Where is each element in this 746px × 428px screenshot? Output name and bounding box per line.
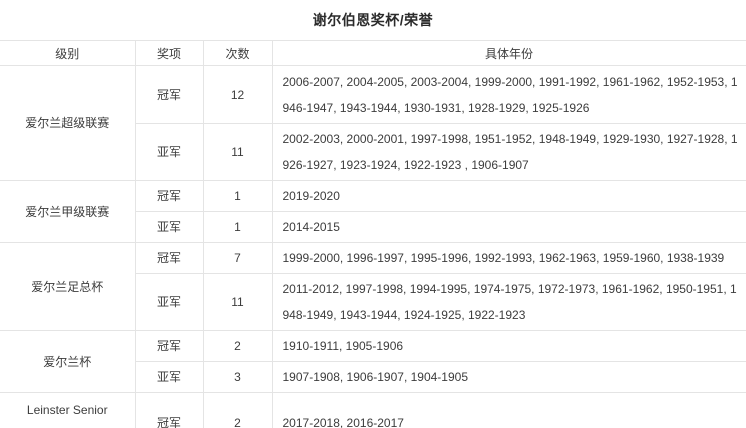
count-cell: 11	[202, 273, 273, 331]
table-row: 爱尔兰杯 冠军 2 1910-1911, 1905-1906	[0, 330, 746, 393]
award-cell: 冠军	[134, 242, 204, 274]
years-cell: 2017-2018, 2016-2017	[271, 392, 746, 428]
award-cell: 冠军	[134, 392, 204, 428]
years-cell: 2002-2003, 2000-2001, 1997-1998, 1951-19…	[271, 123, 746, 181]
years-cell: 2011-2012, 1997-1998, 1994-1995, 1974-19…	[271, 273, 746, 331]
award-cell: 冠军	[134, 65, 204, 124]
award-cell: 冠军	[134, 180, 204, 212]
header-row: 级别 奖项 次数 具体年份	[0, 40, 746, 66]
years-cell: 2006-2007, 2004-2005, 2003-2004, 1999-20…	[271, 65, 746, 124]
page-title: 谢尔伯恩奖杯/荣誉	[312, 12, 434, 28]
count-cell: 12	[202, 65, 273, 124]
level-cell-premier-division: 爱尔兰超级联赛	[0, 65, 136, 181]
table-row: Leinster Senior Cup 冠军 2 2017-2018, 2016…	[0, 392, 746, 428]
count-cell: 3	[202, 361, 273, 393]
level-cell-leinster-senior-cup: Leinster Senior Cup	[0, 392, 136, 428]
count-cell: 11	[202, 123, 273, 181]
award-cell: 冠军	[134, 330, 204, 362]
col-header-award: 奖项	[134, 40, 204, 66]
award-cell: 亚军	[134, 361, 204, 393]
table-row: 爱尔兰足总杯 冠军 7 1999-2000, 1996-1997, 1995-1…	[0, 242, 746, 331]
table-row: 亚军 11 2002-2003, 2000-2001, 1997-1998, 1…	[0, 123, 746, 181]
award-cell: 亚军	[134, 273, 204, 331]
count-cell: 2	[202, 330, 273, 362]
table-row: 爱尔兰甲级联赛 冠军 1 2019-2020	[0, 180, 746, 243]
count-cell: 2	[202, 392, 273, 428]
count-cell: 1	[202, 180, 273, 212]
years-cell: 1907-1908, 1906-1907, 1904-1905	[271, 361, 746, 393]
award-cell: 亚军	[134, 211, 204, 243]
years-cell: 2019-2020	[271, 180, 746, 212]
table-row: 亚军 3 1907-1908, 1906-1907, 1904-1905	[0, 361, 746, 393]
honors-table: 级别 奖项 次数 具体年份 爱尔兰超级联赛 冠军 12 2006-2007, 2…	[0, 40, 746, 428]
award-cell: 亚军	[134, 123, 204, 181]
table-row: 亚军 11 2011-2012, 1997-1998, 1994-1995, 1…	[0, 273, 746, 331]
table-row: 亚军 1 2014-2015	[0, 211, 746, 243]
col-header-count: 次数	[202, 40, 273, 66]
years-cell: 2014-2015	[271, 211, 746, 243]
level-cell-fai-cup: 爱尔兰足总杯	[0, 242, 136, 331]
col-header-years: 具体年份	[271, 40, 746, 66]
table-title-bar: 谢尔伯恩奖杯/荣誉	[0, 0, 746, 40]
col-header-level: 级别	[0, 40, 136, 66]
years-cell: 1910-1911, 1905-1906	[271, 330, 746, 362]
level-cell-first-division: 爱尔兰甲级联赛	[0, 180, 136, 243]
level-cell-irish-cup: 爱尔兰杯	[0, 330, 136, 393]
years-cell: 1999-2000, 1996-1997, 1995-1996, 1992-19…	[271, 242, 746, 274]
count-cell: 1	[202, 211, 273, 243]
count-cell: 7	[202, 242, 273, 274]
table-row: 爱尔兰超级联赛 冠军 12 2006-2007, 2004-2005, 2003…	[0, 65, 746, 181]
